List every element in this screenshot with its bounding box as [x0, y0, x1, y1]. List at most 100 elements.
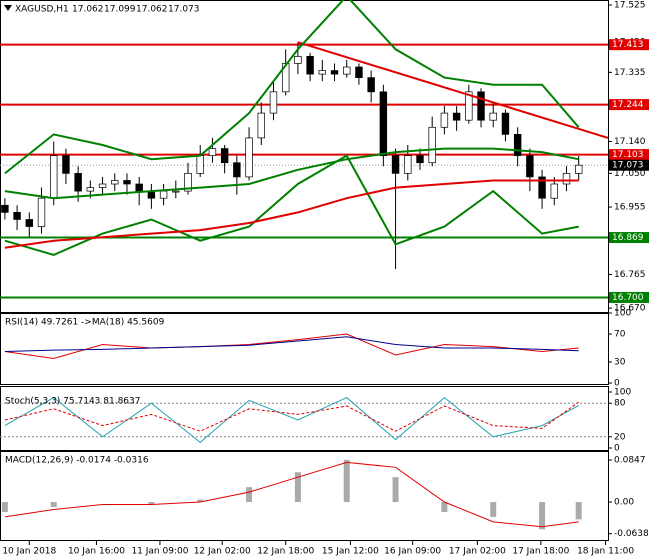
- candle-body: [391, 155, 400, 174]
- macd-bar: [246, 487, 253, 503]
- indicator-line: [4, 401, 579, 432]
- candle-body: [123, 180, 131, 185]
- level-tag: [609, 39, 649, 51]
- x-tick-label: 17 Jan 18:00: [512, 547, 569, 557]
- candle-body: [477, 91, 485, 121]
- panel-title: MACD(12,26,9) -0.0174 -0.0316: [5, 456, 149, 466]
- candle-body: [330, 70, 339, 75]
- overlay-line: [4, 147, 579, 200]
- macd-bar: [343, 459, 350, 503]
- candle-body: [196, 155, 204, 174]
- stoch-panel: [0, 386, 609, 451]
- y-tick-label: 0.00: [614, 498, 634, 508]
- y-tick-label: 80: [614, 399, 626, 409]
- candle-body: [550, 183, 558, 199]
- candle-body: [501, 112, 510, 135]
- candle-body: [416, 155, 424, 164]
- x-tick-label: 12 Jan 18:00: [257, 547, 314, 557]
- candle-body: [159, 190, 168, 199]
- candle-body: [294, 56, 302, 64]
- level-label: 17.103: [612, 150, 644, 160]
- y-tick-label: 100: [614, 309, 631, 319]
- candle-body: [538, 176, 546, 199]
- indicator-line: [4, 336, 579, 352]
- candle-body: [355, 66, 363, 78]
- candle-body: [306, 56, 314, 75]
- candle-body: [25, 219, 34, 227]
- indicator-line: [4, 396, 579, 444]
- candle-body: [1, 204, 9, 213]
- candle-body: [440, 112, 449, 128]
- rsi-panel: [0, 313, 609, 385]
- macd-panel: [0, 451, 609, 541]
- candle-body: [62, 155, 70, 174]
- x-tick-label: 17 Jan 02:00: [449, 547, 506, 557]
- y-tick-label: 17.525: [614, 0, 646, 10]
- candle-body: [513, 134, 522, 156]
- candle-body: [562, 173, 571, 185]
- x-tick-label: 15 Jan 12:00: [322, 547, 379, 557]
- candle-body: [111, 180, 119, 185]
- candle-body: [379, 91, 388, 156]
- candle-body: [452, 112, 461, 121]
- level-label: 16.700: [612, 293, 644, 303]
- candle-body: [245, 137, 253, 178]
- macd-bar: [392, 477, 399, 503]
- y-tick-label: 0.0847: [614, 456, 646, 466]
- candle-body: [367, 77, 375, 93]
- macd-bar: [575, 502, 582, 520]
- overlay-line: [4, 154, 579, 256]
- ohlc-value: 17.062: [72, 5, 104, 15]
- macd-bar: [197, 499, 204, 503]
- macd-bar: [50, 502, 57, 507]
- indicator-line: [4, 333, 579, 360]
- symbol-icon: [4, 5, 12, 11]
- candle-body: [220, 148, 229, 164]
- candle-body: [184, 173, 192, 192]
- candle-body: [50, 155, 58, 199]
- y-tick-label: 16.955: [614, 203, 646, 213]
- macd-bar: [490, 502, 497, 517]
- candle-body: [86, 187, 95, 192]
- macd-bar: [539, 502, 546, 530]
- overlay-line: [4, 179, 579, 249]
- candle-body: [318, 70, 327, 75]
- y-tick-label: 0: [614, 379, 620, 389]
- candle-body: [233, 162, 241, 178]
- candle-body: [489, 112, 497, 121]
- macd-bar: [441, 502, 448, 512]
- level-label: 17.413: [612, 40, 644, 50]
- y-tick-label: 17.140: [614, 137, 646, 147]
- candle-body: [172, 190, 180, 193]
- candle-body: [269, 91, 278, 114]
- candle-body: [74, 173, 82, 192]
- macd-bar: [294, 472, 301, 503]
- x-tick-label: 10 Jan 2018: [2, 547, 56, 557]
- y-tick-label: 17.050: [614, 169, 646, 179]
- last-price-label: 17.073: [612, 161, 644, 171]
- level-tag: [609, 232, 649, 244]
- ohlc-value: 17.062: [136, 5, 168, 15]
- y-tick-label: 30: [614, 358, 626, 368]
- y-tick-label: 20: [614, 432, 626, 442]
- candle-body: [281, 63, 290, 93]
- overlay-line: [4, 0, 580, 175]
- panel-title: RSI(14) 49.7261 ->MA(18) 45.5609: [5, 318, 165, 328]
- main-panel: [0, 0, 609, 313]
- x-tick-label: 10 Jan 16:00: [68, 547, 125, 557]
- y-tick-label: 16.765: [614, 270, 646, 280]
- level-tag: [609, 99, 649, 111]
- ohlc-value: 17.099: [104, 5, 136, 15]
- candle-body: [13, 212, 21, 220]
- candle-body: [343, 66, 351, 75]
- candle-body: [574, 164, 583, 174]
- last-price-tag: [609, 159, 649, 171]
- candle-body: [135, 183, 143, 192]
- level-tag: [609, 149, 649, 161]
- y-tick-label: 17.335: [614, 68, 646, 78]
- y-tick-label: 0: [614, 444, 620, 454]
- panel-title: Stoch(5,3,3) 75.7143 81.8637: [5, 397, 140, 407]
- level-label: 16.869: [612, 233, 644, 243]
- candle-body: [37, 197, 46, 227]
